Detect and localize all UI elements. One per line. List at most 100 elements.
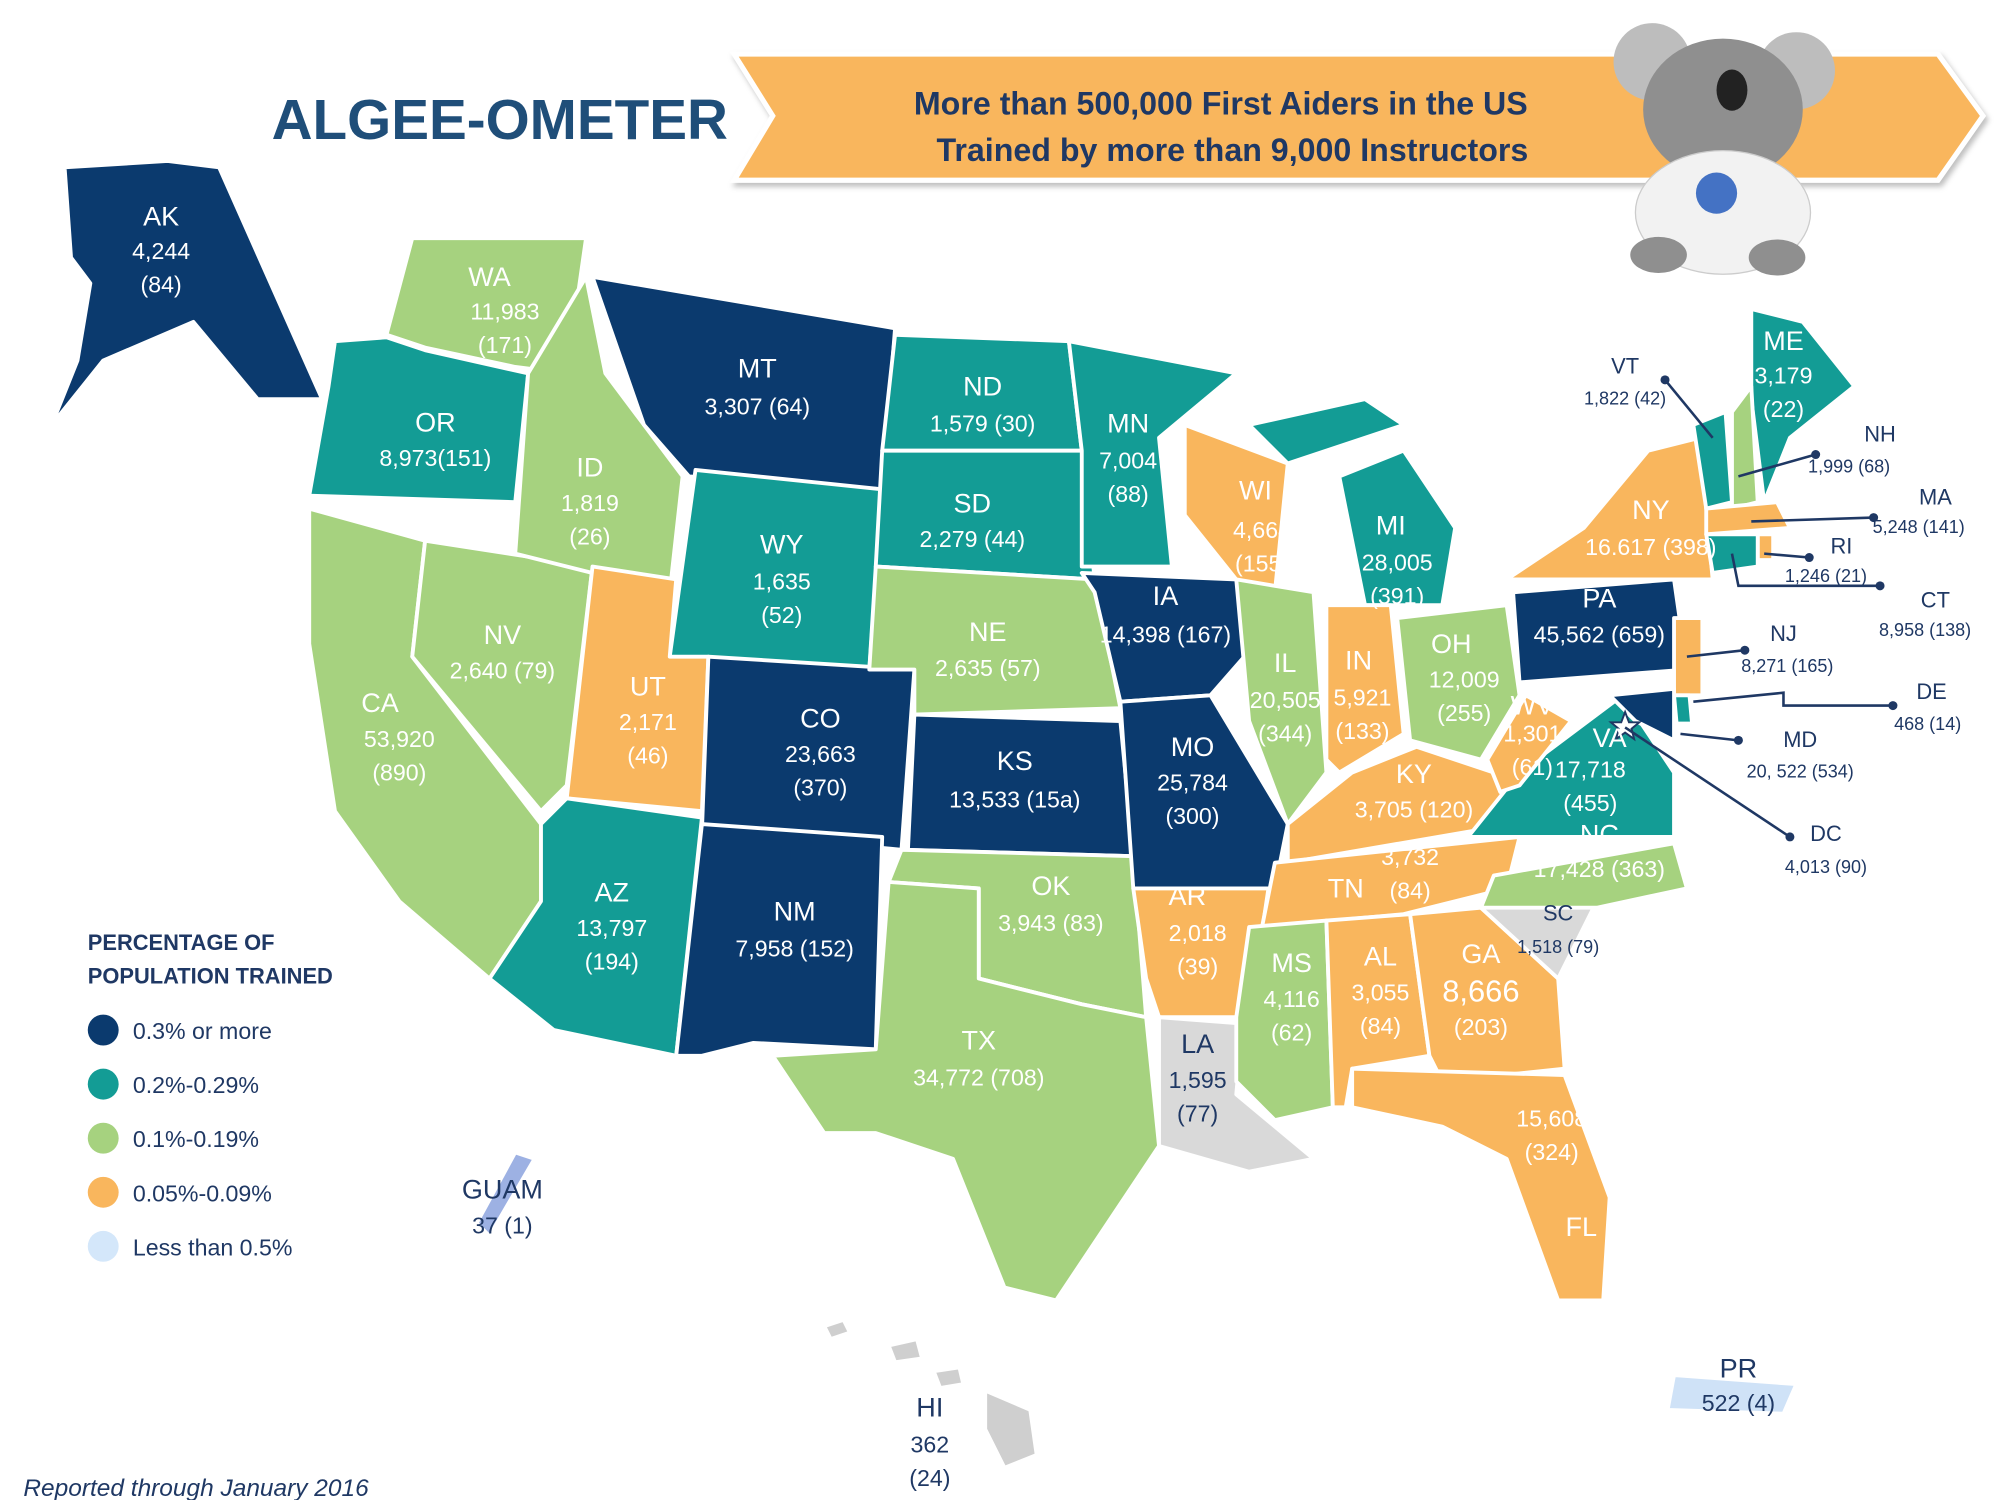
state-abbr: SD [954,488,992,518]
state-count: 1,579 (30) [930,410,1036,436]
state-shape [1607,686,1676,743]
state-count: 7,958 (152) [735,936,853,962]
state-count: 2,279 (44) [920,526,1026,552]
leader-dot [1785,832,1795,842]
state-abbr: IL [1274,648,1297,678]
state-count: 362 [911,1431,950,1457]
state-count: (84) [1360,1013,1401,1039]
legend-swatch [87,1014,119,1046]
state-count: (370) [793,775,847,801]
leader-line [1686,648,1745,658]
state-count: 34,772 (708) [913,1064,1044,1090]
state-abbr: VA [1593,723,1627,753]
state-abbr: IN [1345,646,1372,676]
state-abbr: RI [1830,534,1852,559]
state-shape [1066,339,1239,569]
leader-dot [1740,645,1750,655]
state-shape [1337,448,1458,608]
state-abbr: MI [1376,510,1406,540]
state-count: (194) [585,949,639,975]
state-shape [1755,532,1776,563]
state-count: 20, 522 (534) [1747,762,1854,782]
leader-dot [1875,581,1885,591]
state-abbr: MT [738,353,777,383]
legend-label: 0.1%-0.19% [133,1126,259,1152]
states-layer [49,159,1857,1470]
state-abbr: AR [1169,881,1207,911]
leader-line [1730,553,1881,588]
state-count: (26) [569,524,610,550]
state-abbr: MO [1171,732,1215,762]
state-abbr: SC [1543,901,1573,926]
leader-dot [1660,375,1670,385]
leader-line [1738,453,1817,478]
state-shape [1704,500,1792,537]
state-abbr: NY [1632,495,1670,525]
state-count: 5,921 [1333,685,1391,711]
leader-line [1764,552,1810,559]
state-shape [1260,834,1522,929]
legend-title: PERCENTAGE OF [88,930,275,955]
state-count: 2,640 (79) [450,658,556,684]
state-abbr: NJ [1770,621,1797,646]
state-count: 14,398 (167) [1100,621,1231,647]
state-abbr: AZ [595,877,630,907]
legend-swatch [87,1230,119,1262]
state-count: (62) [1271,1019,1312,1045]
state-abbr: ND [963,371,1002,401]
state-count: 2,171 [619,709,677,735]
state-count: 468 (14) [1894,714,1961,734]
state-abbr: NH [1864,422,1896,447]
state-count: 3,307 (64) [705,394,811,420]
state-shape [1324,603,1406,775]
state-abbr: GUAM [462,1175,543,1205]
state-abbr: KS [997,746,1033,776]
state-shape [1395,603,1522,762]
state-abbr: WV [1511,691,1555,721]
state-abbr: MS [1271,948,1312,978]
labels-layer: AK 4,244 (84) WA 11,983 (171) OR 8,973(151) CA 53… [132,201,1971,1491]
state-count: 28,005 [1362,549,1433,575]
state-shape [1485,693,1573,794]
state-count: (88) [1108,481,1149,507]
state-count: (300) [1165,803,1219,829]
state-count: 3,943 (83) [998,910,1104,936]
state-count: (890) [372,759,426,785]
banner-line: Trained by more than 9,000 Instructors [937,132,1529,168]
legend-label: 0.2%-0.29% [133,1072,259,1098]
legend-title: POPULATION TRAINED [88,964,333,989]
state-abbr: WI [1239,476,1272,506]
footer-note: Reported through January 2016 [23,1475,369,1500]
state-abbr: OR [415,407,456,437]
leader-line [1664,379,1714,439]
state-count: 8,973(151) [379,445,491,471]
state-count: 15,608 [1516,1106,1587,1132]
state-count: 7,004 [1099,448,1157,474]
state-shape [770,880,1161,1303]
state-shape [931,1365,966,1390]
state-count: 1,246 (21) [1785,566,1867,586]
state-count: (61) [1512,754,1553,780]
state-abbr: NC [1580,819,1619,849]
state-count: 12,009 [1429,667,1500,693]
state-shape [1247,397,1406,466]
state-count: (24) [909,1465,950,1491]
state-count: 45,562 (659) [1534,621,1665,647]
state-shape [474,1150,537,1238]
state-shape [1131,886,1271,1020]
state-count: (155) [1235,551,1289,577]
state-abbr: GA [1461,939,1500,969]
state-abbr: TN [1328,873,1364,903]
state-count: 8,958 (138) [1879,620,1971,640]
state-count: 17,428 (363) [1534,856,1665,882]
state-abbr: MA [1919,485,1952,510]
state-abbr: AK [143,201,179,231]
state-abbr: AL [1364,942,1397,972]
leader-dot [1888,701,1898,711]
leader-line [1693,691,1893,707]
state-abbr: HI [916,1392,943,1422]
decor [729,23,1987,276]
state-abbr: DC [1810,821,1842,846]
